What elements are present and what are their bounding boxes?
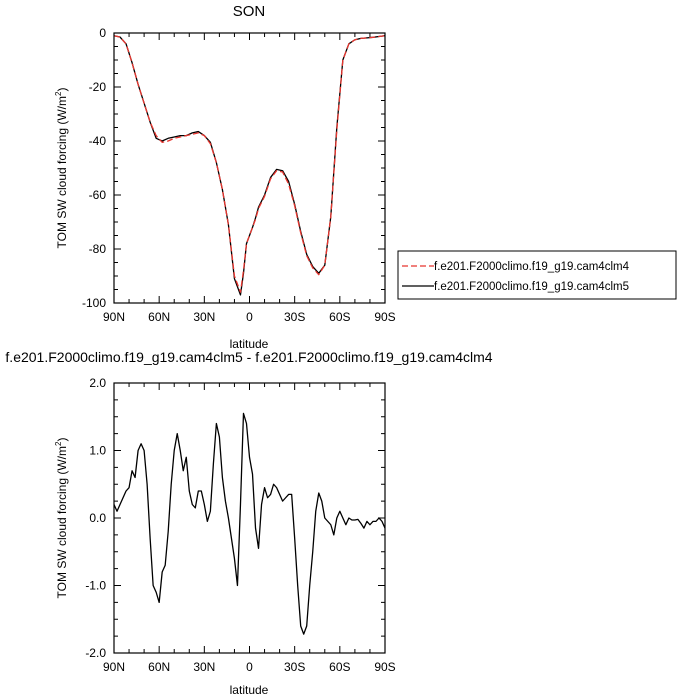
y-tick-label-top: -20 [89,80,107,94]
chart-title-top: SON [233,3,266,20]
plot-area-bottom [113,412,386,635]
x-tick-label-top: 30S [284,310,305,324]
y-tick-label-top: -40 [89,134,107,148]
panel-top: SON 90N 60N 30N 0 30S 60S 90S 0 -20 -40 -60 -80 -100… [54,3,677,351]
x-tick-label-top: 60S [329,310,350,324]
y-tick-label-bottom: -2.0 [85,646,106,660]
x-tick-label-top: 60N [148,310,170,324]
plot-frame-top [113,32,386,304]
plot-frame-bottom [113,382,386,654]
y-tick-label-top: -60 [89,188,107,202]
legend-label-clm4: f.e201.F2000climo.f19_g19.cam4clm4 [434,261,630,273]
plot-area-top [113,35,386,296]
series-line-top-0 [113,35,386,293]
x-axis-label-bottom: latitude [230,683,269,697]
x-tick-label-bottom: 60S [329,660,350,674]
x-axis-label-top: latitude [230,337,269,351]
x-tick-label-bottom: 90N [103,660,125,674]
legend: f.e201.F2000climo.f19_g19.cam4clm4 f.e20… [397,250,677,300]
x-tick-label-top: 30N [193,310,215,324]
x-tick-label-bottom: 30N [193,660,215,674]
y-tick-label-top: -80 [89,242,107,256]
panel-bottom: f.e201.F2000climo.f19_g19.cam4clm5 - f.e… [5,349,492,697]
chart-title-bottom: f.e201.F2000climo.f19_g19.cam4clm5 - f.e… [5,349,492,365]
y-tick-label-top: 0 [99,26,106,40]
axis-ticks-bottom: 90N 60N 30N 0 30S 60S 90S 2.0 1.0 0.0 -1.0 -2.0 [85,376,395,674]
axis-ticks-top: 90N 60N 30N 0 30S 60S 90S 0 -20 -40 -60 -80 -100 [82,26,396,324]
y-tick-label-bottom: 2.0 [89,376,106,390]
y-axis-label-top: TOM SW cloud forcing (W/m2) [54,88,69,249]
x-tick-label-top: 90S [374,310,395,324]
y-tick-label-top: -100 [82,296,106,310]
y-tick-label-bottom: -1.0 [85,579,106,593]
x-tick-label-top: 0 [246,310,253,324]
y-tick-label-bottom: 1.0 [89,444,106,458]
y-axis-label-bottom: TOM SW cloud forcing (W/m2) [54,438,69,599]
legend-label-clm5: f.e201.F2000climo.f19_g19.cam4clm5 [434,281,629,293]
y-tick-label-bottom: 0.0 [89,511,106,525]
series-line-top-1 [113,35,386,296]
x-tick-label-top: 90N [103,310,125,324]
x-tick-label-bottom: 0 [246,660,253,674]
x-tick-label-bottom: 60N [148,660,170,674]
x-tick-label-bottom: 90S [374,660,395,674]
x-tick-label-bottom: 30S [284,660,305,674]
series-line-bottom-0 [113,412,386,635]
legend-box [397,250,677,300]
